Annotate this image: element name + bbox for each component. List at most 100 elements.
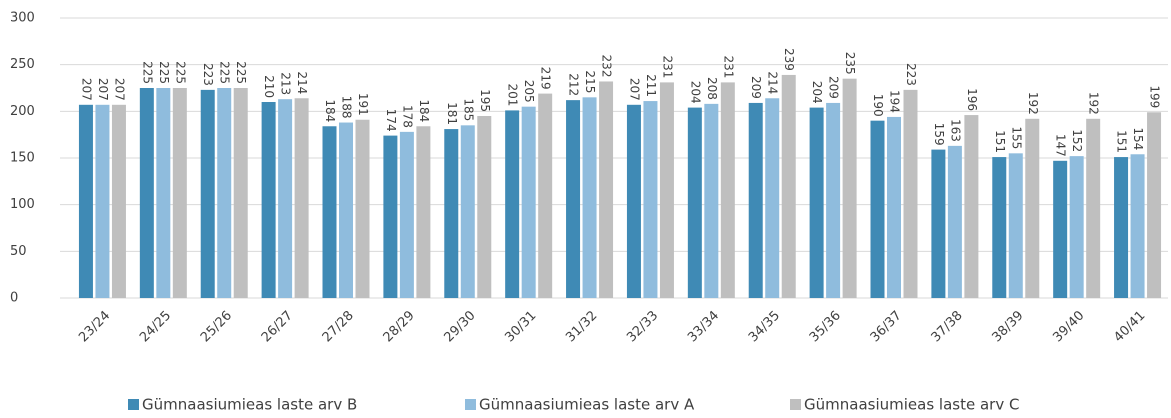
data-label: 151 xyxy=(1115,130,1129,153)
data-label: 194 xyxy=(888,90,902,113)
bar xyxy=(687,107,702,298)
bar xyxy=(322,126,337,299)
x-tick-label: 31/32 xyxy=(563,308,600,345)
bar xyxy=(1069,156,1084,298)
data-label: 223 xyxy=(904,63,918,86)
x-tick-label: 24/25 xyxy=(137,308,174,345)
data-label: 184 xyxy=(417,99,431,122)
bar xyxy=(416,126,431,299)
data-label: 225 xyxy=(157,61,171,84)
data-label: 199 xyxy=(1148,85,1162,108)
bar xyxy=(765,98,780,299)
bar xyxy=(903,89,918,298)
bar xyxy=(95,104,110,298)
data-label: 232 xyxy=(600,55,614,78)
bar xyxy=(1114,157,1129,298)
data-label: 208 xyxy=(705,77,719,100)
data-label: 225 xyxy=(218,61,232,84)
data-label: 215 xyxy=(583,70,597,93)
bar xyxy=(200,89,215,298)
data-label: 192 xyxy=(1026,92,1040,115)
bar xyxy=(826,102,841,298)
data-label: 209 xyxy=(749,76,763,99)
legend-label: Gümnaasiumieas laste arv B xyxy=(142,396,357,414)
data-label: 219 xyxy=(539,67,553,90)
x-tick-label: 36/37 xyxy=(868,308,905,345)
data-label: 211 xyxy=(644,74,658,97)
x-tick-label: 29/30 xyxy=(442,308,479,345)
bar xyxy=(505,110,520,299)
bar xyxy=(947,145,962,298)
bar xyxy=(599,81,614,298)
x-tick-label: 40/41 xyxy=(1111,308,1148,345)
data-label: 231 xyxy=(721,55,735,78)
bar xyxy=(643,101,658,298)
data-label: 151 xyxy=(993,130,1007,153)
x-tick-label: 38/39 xyxy=(990,308,1027,345)
bar xyxy=(566,100,581,298)
data-label: 185 xyxy=(461,98,475,121)
bar xyxy=(399,131,414,298)
bar xyxy=(720,82,735,299)
data-label: 210 xyxy=(262,75,276,98)
data-label: 163 xyxy=(948,119,962,142)
data-label: 207 xyxy=(627,78,641,101)
bar xyxy=(139,88,154,298)
legend-label: Gümnaasiumieas laste arv A xyxy=(479,396,695,414)
data-label: 152 xyxy=(1070,129,1084,152)
x-tick-label: 33/34 xyxy=(685,308,722,345)
data-label: 188 xyxy=(340,96,354,119)
bar xyxy=(704,103,719,298)
data-label: 231 xyxy=(660,55,674,78)
bar xyxy=(111,104,126,298)
bar xyxy=(172,88,187,298)
x-tick-label: 37/38 xyxy=(929,308,966,345)
bar xyxy=(781,74,796,298)
bar xyxy=(809,107,824,298)
y-tick-label: 0 xyxy=(10,291,18,306)
bar xyxy=(233,88,248,298)
bar xyxy=(1147,112,1162,299)
y-tick-label: 200 xyxy=(10,104,35,119)
bar xyxy=(626,104,641,298)
bar xyxy=(444,129,459,298)
data-label: 195 xyxy=(478,89,492,112)
legend-swatch xyxy=(790,399,801,410)
data-label: 209 xyxy=(827,76,841,99)
data-label: 196 xyxy=(965,88,979,111)
bar xyxy=(582,97,597,298)
x-tick-label: 23/24 xyxy=(76,308,113,345)
data-label: 213 xyxy=(279,72,293,95)
data-label: 235 xyxy=(843,52,857,75)
bar xyxy=(355,119,370,298)
x-tick-label: 34/35 xyxy=(746,308,783,345)
bar xyxy=(1130,154,1145,298)
data-label: 223 xyxy=(201,63,215,86)
x-tick-label: 26/27 xyxy=(259,308,296,345)
x-tick-label: 27/28 xyxy=(320,308,357,345)
x-tick-label: 28/29 xyxy=(381,308,418,345)
data-label: 207 xyxy=(96,78,110,101)
data-label: 190 xyxy=(871,94,885,117)
data-label: 207 xyxy=(112,78,126,101)
x-tick-label: 25/26 xyxy=(198,308,235,345)
bar xyxy=(842,78,857,299)
bar xyxy=(887,116,901,298)
bar xyxy=(1025,118,1040,298)
bar xyxy=(1086,118,1101,298)
bar xyxy=(78,104,93,298)
bar xyxy=(278,99,293,298)
bar xyxy=(261,102,276,298)
bar xyxy=(156,88,171,298)
data-label: 212 xyxy=(567,73,581,96)
bar xyxy=(992,157,1007,298)
data-label: 174 xyxy=(384,109,398,132)
data-label: 181 xyxy=(445,102,459,125)
bar xyxy=(870,120,885,299)
data-label: 192 xyxy=(1087,92,1101,115)
legend-label: Gümnaasiumieas laste arv C xyxy=(804,396,1019,414)
data-label: 191 xyxy=(356,93,370,116)
x-tick-label: 39/40 xyxy=(1050,308,1087,345)
bar xyxy=(477,116,492,298)
data-label: 147 xyxy=(1054,134,1068,157)
